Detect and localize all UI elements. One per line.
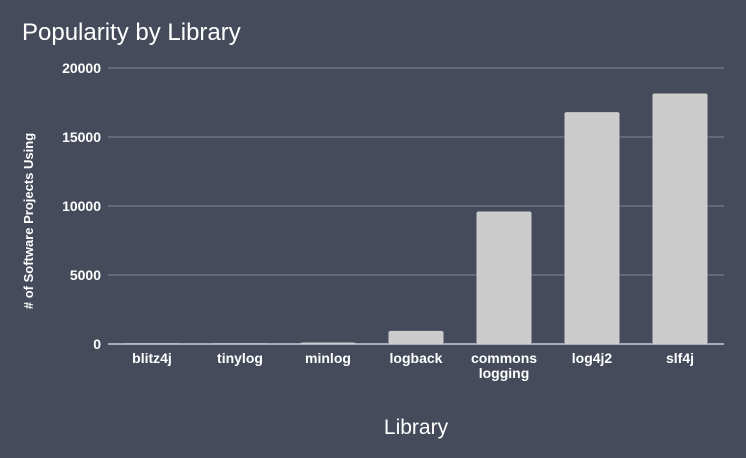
x-tick-label: slf4j bbox=[666, 350, 694, 366]
bar-log4j2 bbox=[564, 112, 620, 344]
y-axis-label: # of Software Projects Using bbox=[21, 133, 36, 309]
y-tick-labels: 0 5000 10000 15000 20000 bbox=[62, 60, 101, 352]
y-tick-label: 20000 bbox=[62, 60, 101, 76]
gridlines bbox=[108, 67, 724, 276]
y-tick-label: 5000 bbox=[70, 267, 101, 283]
x-tick-label: minlog bbox=[305, 350, 351, 366]
x-tick-labels: blitz4j tinylog minlog logback commons loggin… bbox=[132, 350, 694, 381]
x-tick-label-line: logback bbox=[390, 350, 443, 366]
bar-commons-logging bbox=[476, 211, 532, 344]
x-tick-label: commons logging bbox=[471, 350, 537, 381]
x-tick-label-line: slf4j bbox=[666, 350, 694, 366]
x-tick-label-line: log4j2 bbox=[572, 350, 613, 366]
x-tick-label-line: minlog bbox=[305, 350, 351, 366]
x-tick-label-line: blitz4j bbox=[132, 350, 172, 366]
x-tick-label-line: logging bbox=[479, 365, 530, 381]
bar-slf4j bbox=[652, 93, 708, 344]
x-tick-label: log4j2 bbox=[572, 350, 613, 366]
bars bbox=[124, 93, 708, 344]
bar-logback bbox=[388, 330, 444, 344]
x-tick-label-line: commons bbox=[471, 350, 537, 366]
y-tick-label: 10000 bbox=[62, 198, 101, 214]
x-tick-label-line: tinylog bbox=[217, 350, 263, 366]
x-tick-label: logback bbox=[390, 350, 443, 366]
chart-title: Popularity by Library bbox=[22, 19, 241, 46]
x-tick-label: blitz4j bbox=[132, 350, 172, 366]
x-tick-label: tinylog bbox=[217, 350, 263, 366]
y-tick-label: 15000 bbox=[62, 129, 101, 145]
y-tick-label: 0 bbox=[93, 336, 101, 352]
x-axis-label: Library bbox=[384, 416, 449, 439]
